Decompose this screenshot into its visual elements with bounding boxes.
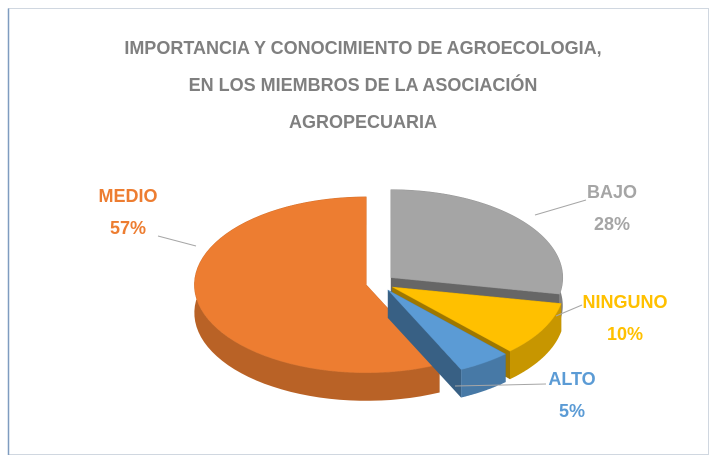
leader-line (157, 235, 197, 247)
slice (194, 196, 441, 374)
leader-line (555, 304, 583, 317)
slice-wall (194, 196, 440, 401)
value-label: 57% (110, 218, 146, 238)
chart-title: IMPORTANCIA Y CONOCIMIENTO DE AGROECOLOG… (124, 38, 602, 132)
value-label: 28% (594, 214, 630, 234)
value-label: 10% (607, 324, 643, 344)
leader-line (534, 199, 587, 216)
slice (392, 286, 562, 352)
value-label: 5% (559, 401, 585, 421)
category-label: BAJO (587, 182, 637, 202)
category-label: ALTO (548, 369, 595, 389)
leader-line (454, 383, 547, 387)
slice-wall (510, 303, 562, 380)
slice (390, 189, 564, 295)
slice-side (387, 289, 462, 398)
category-label: NINGUNO (583, 292, 668, 312)
slice (387, 289, 507, 370)
category-label: MEDIO (98, 186, 157, 206)
slice-wall (461, 354, 506, 398)
